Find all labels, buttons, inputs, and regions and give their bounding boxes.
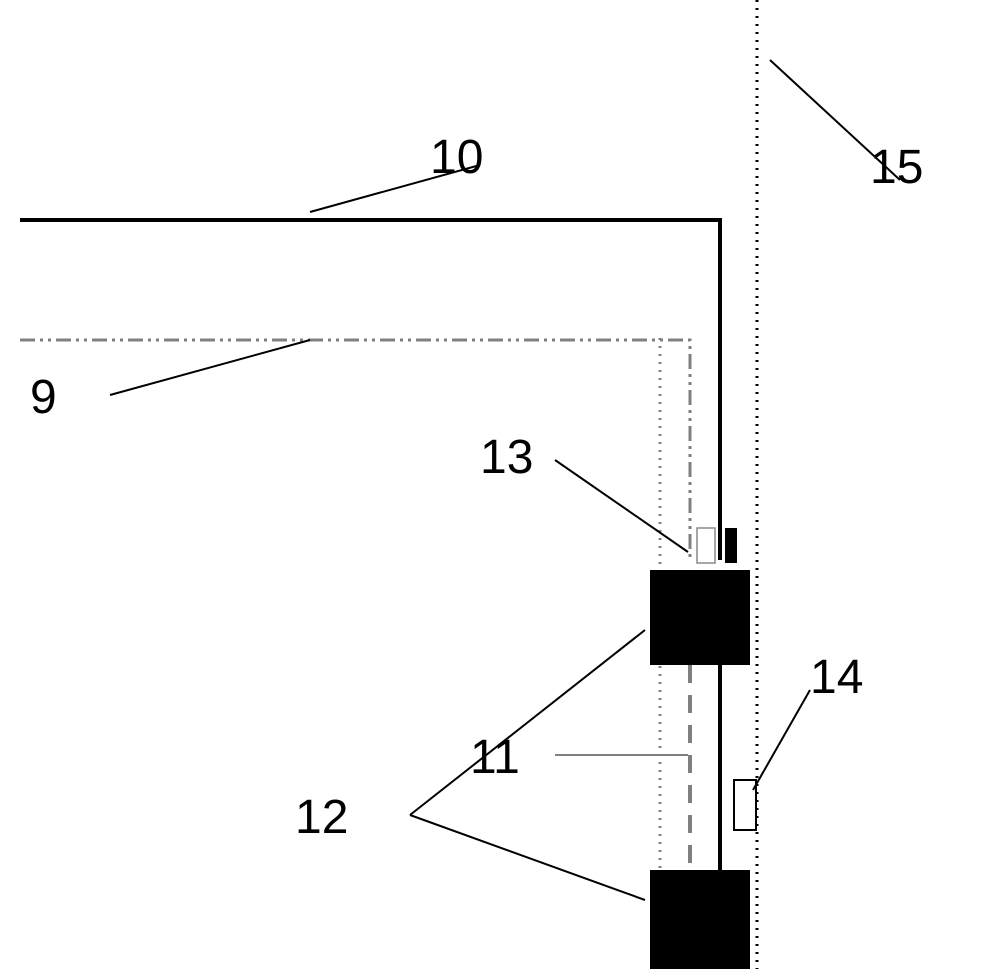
- label-13: 13: [480, 430, 533, 485]
- leader-13: [555, 460, 688, 552]
- leader-9: [110, 340, 310, 395]
- small-element-13b: [697, 528, 715, 563]
- leader-12a: [410, 630, 645, 815]
- label-10: 10: [430, 130, 483, 185]
- label-11: 11: [470, 730, 520, 785]
- leader-14: [753, 690, 810, 790]
- label-14: 14: [810, 650, 863, 705]
- label-15: 15: [870, 140, 923, 195]
- technical-diagram: 9 10 11 12 13 14 15: [0, 0, 1000, 969]
- black-box-lower: [650, 870, 750, 969]
- label-9: 9: [30, 370, 57, 425]
- leader-12b: [410, 815, 645, 900]
- rect-14: [734, 780, 756, 830]
- label-12: 12: [295, 790, 348, 845]
- small-element-13: [725, 528, 737, 563]
- black-box-upper: [650, 570, 750, 665]
- dash-dot-line-9: [20, 340, 690, 560]
